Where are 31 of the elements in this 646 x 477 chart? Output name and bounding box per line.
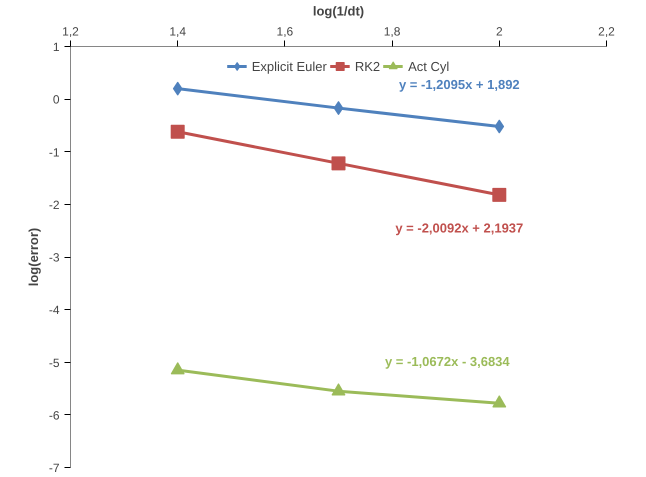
legend-label: Act Cyl	[408, 58, 450, 74]
point	[332, 383, 346, 396]
annotation: y = -2,0092x + 2,1937	[395, 220, 524, 236]
x-axis-title: log(1/dt)	[312, 4, 364, 18]
y-tick-label: -3	[48, 250, 60, 264]
legend-label: RK2	[354, 58, 380, 74]
y-tick-label: -6	[48, 408, 60, 422]
point	[494, 119, 504, 134]
annotation: y = -1,2095x + 1,892	[398, 76, 520, 92]
y-tick-label: -1	[48, 145, 60, 160]
legend-label: Explicit Euler	[252, 58, 327, 74]
point	[172, 82, 183, 96]
point	[492, 395, 506, 408]
point	[170, 362, 185, 374]
point	[170, 124, 185, 139]
y-tick-label: 0	[52, 92, 60, 107]
y-tick-label: -4	[48, 303, 60, 318]
x-tick-label: 1,6	[276, 24, 294, 38]
y-tick-label: -5	[48, 356, 60, 370]
x-tick-label: 1,2	[62, 24, 80, 38]
y-axis-title: log(error)	[26, 228, 41, 286]
y-tick-label: 1	[52, 40, 60, 54]
annotation: y = -1,0672x - 3,6834	[384, 354, 510, 369]
x-tick-label: 2,2	[598, 24, 616, 38]
x-tick-label: 1,8	[384, 24, 401, 38]
point	[332, 156, 346, 170]
point	[492, 188, 506, 202]
x-tick-label: 1,4	[169, 24, 186, 38]
x-tick-label: 2	[496, 24, 503, 38]
y-tick-label: -7	[48, 461, 60, 475]
y-tick-label: -2	[48, 198, 60, 212]
